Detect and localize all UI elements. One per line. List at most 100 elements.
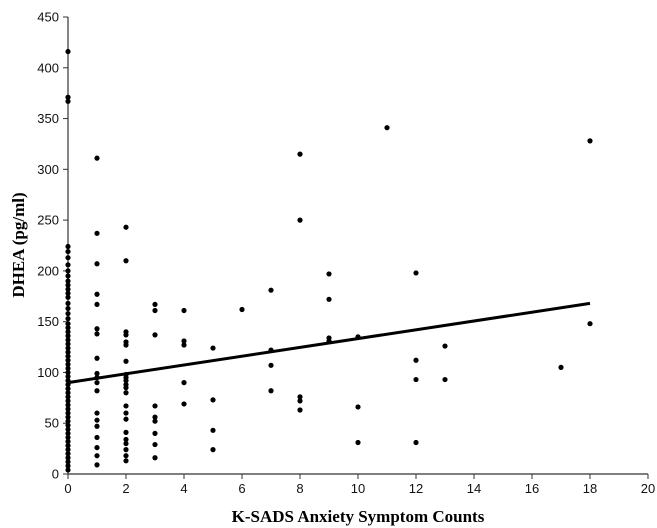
- data-point: [65, 451, 71, 457]
- data-point: [297, 398, 303, 404]
- data-point: [123, 224, 129, 230]
- data-point: [123, 440, 129, 447]
- data-point: [123, 390, 129, 396]
- y-tick-label: 200: [37, 263, 59, 278]
- data-point: [94, 301, 100, 308]
- data-point: [123, 332, 129, 338]
- y-tick-label: 150: [37, 314, 59, 329]
- data-point: [65, 438, 71, 445]
- y-tick-label: 400: [37, 60, 59, 75]
- data-point: [65, 268, 71, 274]
- data-point: [94, 355, 100, 361]
- data-point: [94, 291, 100, 297]
- data-point: [65, 398, 71, 404]
- data-point: [65, 345, 71, 351]
- data-point: [65, 394, 71, 400]
- data-point: [123, 458, 129, 464]
- data-point: [65, 442, 71, 449]
- data-point: [152, 430, 158, 436]
- data-points: [65, 48, 593, 473]
- data-point: [65, 349, 71, 355]
- data-point: [65, 434, 71, 441]
- data-point: [94, 462, 100, 468]
- data-point: [123, 377, 129, 384]
- data-point: [65, 305, 71, 312]
- data-point: [587, 321, 593, 327]
- data-point: [123, 416, 129, 422]
- data-point: [413, 439, 419, 446]
- data-point: [587, 138, 593, 144]
- data-point: [413, 376, 419, 383]
- data-point: [297, 217, 303, 223]
- data-point: [65, 48, 71, 55]
- x-tick-label: 2: [122, 481, 129, 496]
- data-point: [239, 306, 245, 313]
- data-point: [268, 388, 274, 394]
- data-point: [65, 294, 71, 300]
- x-tick-label: 10: [351, 481, 365, 496]
- data-point: [558, 364, 564, 370]
- data-point: [413, 270, 419, 276]
- data-point: [123, 385, 129, 391]
- data-point: [65, 300, 71, 306]
- x-tick-label: 0: [64, 481, 71, 496]
- y-tick-label: 450: [37, 10, 59, 25]
- trend-line: [67, 301, 591, 385]
- x-tick-label: 12: [409, 481, 423, 496]
- data-point: [297, 407, 303, 413]
- data-point: [65, 98, 71, 104]
- data-point: [65, 353, 71, 359]
- data-point: [123, 453, 129, 459]
- data-point: [181, 342, 187, 348]
- data-point: [152, 455, 158, 461]
- data-point: [94, 423, 100, 429]
- y-ticks: 0 50 100 150 200 250 300 350 400 450: [37, 10, 68, 482]
- data-point: [297, 151, 303, 157]
- x-tick-label: 18: [583, 481, 597, 496]
- data-point: [65, 406, 71, 412]
- data-point: [65, 430, 71, 436]
- data-point: [65, 273, 71, 279]
- data-point: [181, 380, 187, 386]
- data-point: [65, 361, 71, 367]
- data-point: [94, 417, 100, 423]
- data-point: [65, 365, 71, 371]
- data-point: [268, 362, 274, 368]
- data-point: [210, 345, 216, 351]
- x-axis-title: K-SADS Anxiety Symptom Counts: [232, 507, 485, 526]
- data-point: [326, 296, 332, 302]
- data-point: [326, 271, 332, 277]
- data-point: [65, 316, 71, 322]
- data-point: [94, 410, 100, 416]
- data-point: [65, 329, 71, 335]
- data-point: [65, 410, 71, 416]
- data-point: [65, 369, 71, 376]
- data-point: [210, 447, 216, 453]
- data-point: [210, 427, 216, 433]
- data-point: [65, 243, 71, 250]
- data-point: [181, 401, 187, 407]
- data-point: [152, 403, 158, 409]
- data-point: [65, 463, 71, 469]
- data-point: [152, 332, 158, 338]
- data-point: [123, 447, 129, 453]
- data-point: [152, 441, 158, 448]
- data-point: [65, 357, 71, 363]
- x-tick-label: 16: [525, 481, 539, 496]
- data-point: [65, 255, 71, 261]
- data-point: [94, 261, 100, 267]
- data-point: [123, 342, 129, 348]
- data-point: [123, 258, 129, 264]
- data-point: [94, 370, 100, 377]
- data-point: [94, 388, 100, 394]
- data-point: [65, 333, 71, 339]
- data-point: [297, 394, 303, 400]
- x-tick-label: 8: [296, 481, 303, 496]
- data-point: [94, 434, 100, 441]
- data-point: [123, 403, 129, 409]
- data-point: [442, 343, 448, 349]
- data-point: [442, 376, 448, 383]
- x-ticks: 0 2 4 6 8 10 12 14 16 18 20: [64, 474, 655, 496]
- y-tick-label: 50: [45, 416, 59, 431]
